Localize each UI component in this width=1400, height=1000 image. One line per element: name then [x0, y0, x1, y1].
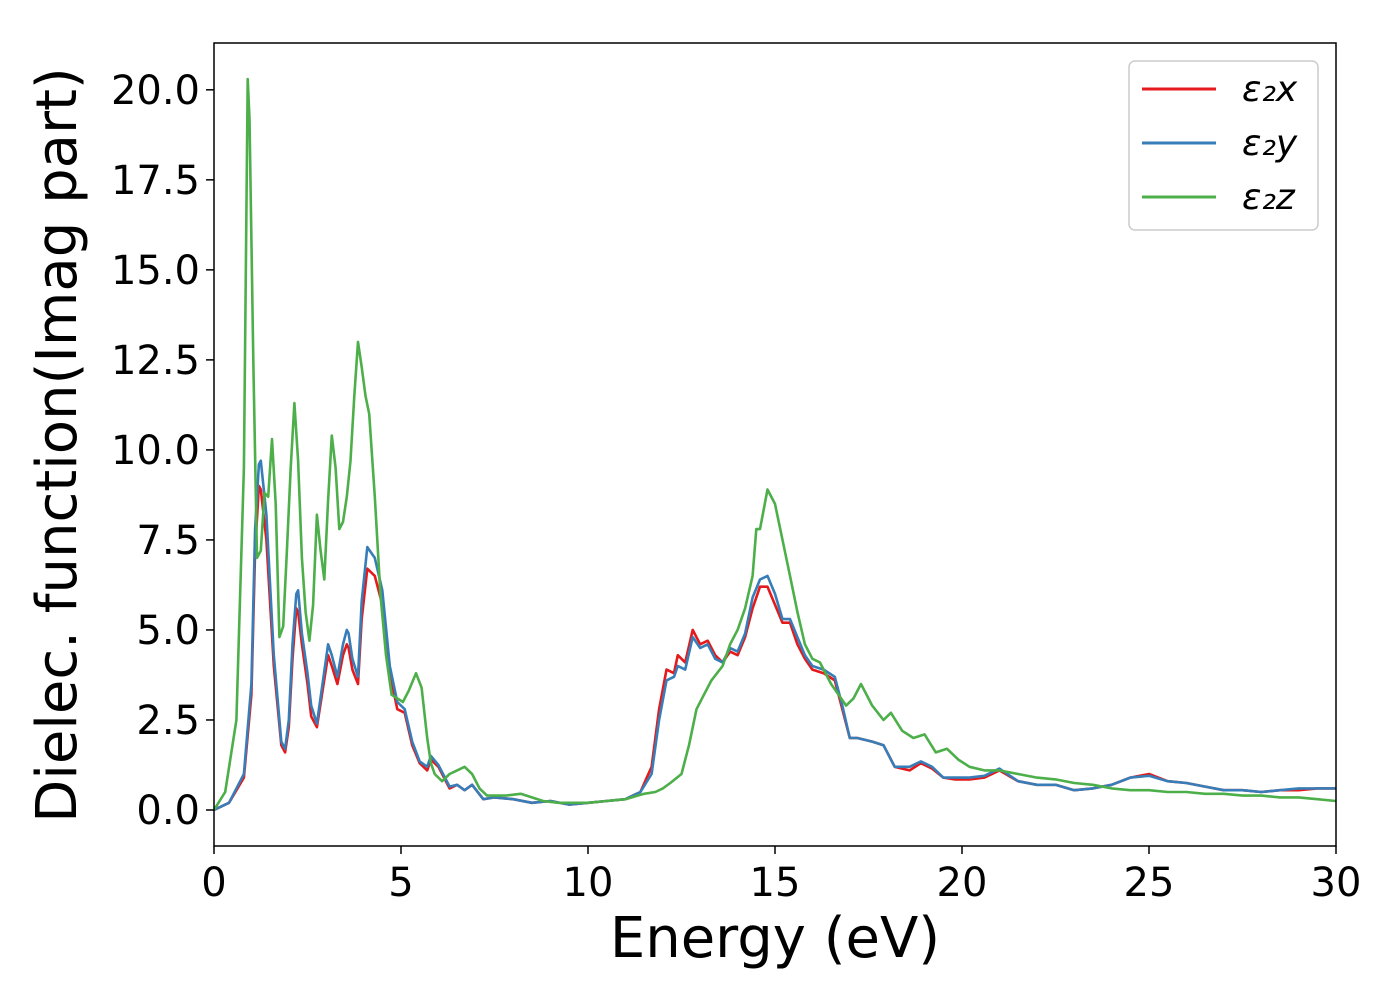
- y-tick-label: 5.0: [136, 608, 200, 654]
- y-axis-title: Dielec. function(Imag part): [25, 67, 90, 823]
- x-axis-title: Energy (eV): [610, 906, 940, 971]
- x-axis-ticks: 0 5 10 15 20 25 30: [201, 846, 1361, 906]
- y-tick-label: 2.5: [136, 698, 200, 744]
- y-axis-ticks: 0.0 2.5 5.0 7.5 10.0 12.5 15.0 17.5 20.0: [111, 68, 214, 834]
- legend-box: [1128, 60, 1319, 231]
- series-layer: [214, 77, 1336, 812]
- y-tick-label: 0.0: [136, 788, 200, 834]
- x-tick-label: 10: [563, 860, 614, 906]
- x-tick-label: 25: [1124, 860, 1175, 906]
- x-tick-label: 20: [937, 860, 988, 906]
- legend: ε₂x ε₂y ε₂z: [1128, 60, 1319, 231]
- y-tick-label: 20.0: [111, 68, 200, 114]
- x-tick-label: 0: [201, 860, 226, 906]
- legend-label-2: ε₂z: [1242, 177, 1296, 218]
- y-tick-label: 17.5: [111, 158, 200, 204]
- y-tick-label: 12.5: [111, 338, 200, 384]
- series-line-0: [214, 484, 1336, 812]
- legend-label-1: ε₂y: [1242, 123, 1298, 164]
- series-line-2: [214, 77, 1336, 811]
- y-tick-label: 7.5: [136, 518, 200, 564]
- x-tick-label: 30: [1311, 860, 1362, 906]
- series-line-1: [214, 459, 1336, 812]
- x-tick-label: 15: [750, 860, 801, 906]
- legend-label-0: ε₂x: [1242, 69, 1298, 110]
- y-tick-label: 15.0: [111, 248, 200, 294]
- y-tick-label: 10.0: [111, 428, 200, 474]
- x-tick-label: 5: [388, 860, 413, 906]
